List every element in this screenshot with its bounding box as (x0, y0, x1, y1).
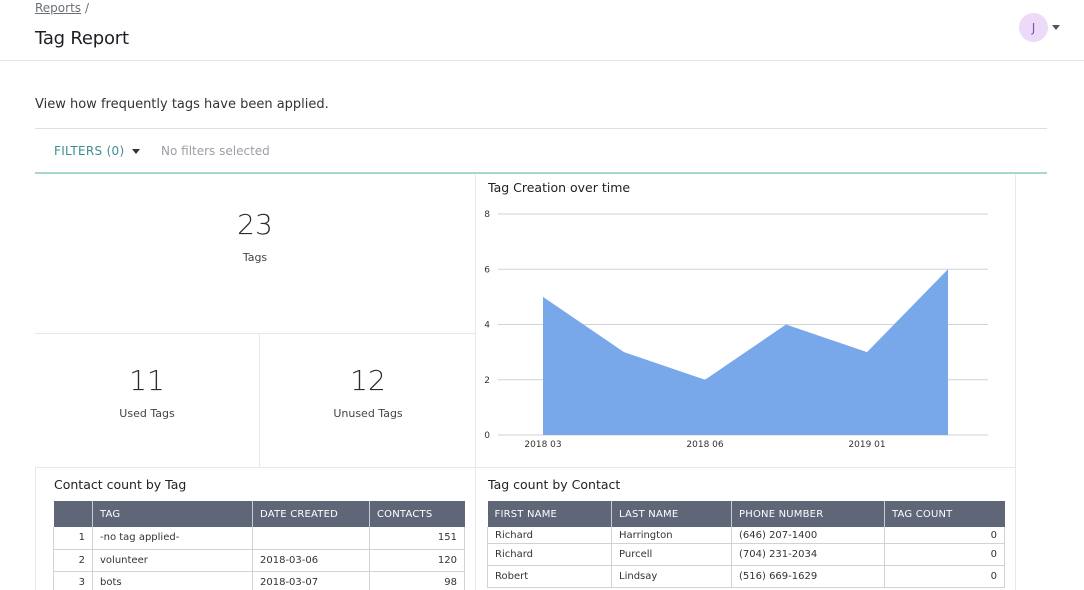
cell-last-name: Lindsay (611, 565, 732, 588)
cell-phone-number: (704) 231-2034 (731, 543, 885, 566)
y-tick-label: 0 (484, 431, 490, 441)
cell-first-name: Richard (487, 527, 612, 544)
page-title: Tag Report (35, 28, 129, 49)
cell-index: 2 (53, 549, 93, 572)
table-row[interactable]: 3 bots 2018-03-07 98 (53, 571, 465, 590)
y-tick-label: 8 (484, 210, 490, 220)
page-description: View how frequently tags have been appli… (35, 97, 329, 112)
panel-divider (259, 334, 260, 468)
stat-total-tags: 23 Tags (155, 208, 355, 264)
column-header-first-name[interactable]: FIRST NAME (487, 501, 612, 527)
panel-divider (35, 467, 1016, 468)
cell-first-name: Robert (487, 565, 612, 588)
cell-date-created (252, 527, 370, 550)
table-header-row: FIRST NAME LAST NAME PHONE NUMBER TAG CO… (487, 501, 1005, 527)
column-header-phone-number[interactable]: PHONE NUMBER (731, 501, 885, 527)
column-header-contacts[interactable]: CONTACTS (369, 501, 465, 527)
chevron-down-icon (132, 148, 141, 154)
tag-creation-chart: 0 2 4 6 8 2018 03 2018 06 2019 01 (484, 210, 988, 450)
panel-divider (1015, 174, 1016, 590)
tag-count-by-contact-title: Tag count by Contact (488, 477, 621, 492)
filters-dropdown-button[interactable]: FILTERS (0) (54, 144, 141, 158)
column-header-date-created[interactable]: DATE CREATED (252, 501, 370, 527)
cell-tag: volunteer (92, 549, 253, 572)
cell-tag-count: 0 (884, 565, 1005, 588)
cell-last-name: Purcell (611, 543, 732, 566)
chevron-down-icon[interactable] (1052, 25, 1060, 30)
filters-status: No filters selected (161, 144, 270, 158)
cell-last-name: Harrington (611, 527, 732, 544)
column-header-last-name[interactable]: LAST NAME (611, 501, 732, 527)
panel-divider (35, 333, 475, 334)
cell-index: 3 (53, 571, 93, 590)
table-row[interactable]: Robert Lindsay (516) 669-1629 0 (487, 565, 1005, 588)
stat-used-tags-label: Used Tags (119, 407, 175, 420)
y-tick-label: 2 (484, 376, 490, 386)
stat-used-tags-value: 11 (129, 364, 165, 397)
stat-used-tags: 11 Used Tags (47, 364, 247, 420)
cell-date-created: 2018-03-07 (252, 571, 370, 590)
cell-tag-count: 0 (884, 543, 1005, 566)
stat-unused-tags: 12 Unused Tags (268, 364, 468, 420)
column-header-index[interactable] (53, 501, 93, 527)
filters-divider-top (35, 128, 1047, 129)
filters-divider-bottom (35, 172, 1047, 174)
y-tick-label: 6 (484, 265, 490, 275)
contact-count-table-scroll[interactable]: TAG DATE CREATED CONTACTS 1 -no tag appl… (53, 501, 465, 590)
table-row[interactable]: Richard Harrington (646) 207-1400 0 (487, 527, 1005, 544)
cell-tag: bots (92, 571, 253, 590)
cell-contacts: 151 (369, 527, 465, 550)
table-row[interactable]: 1 -no tag applied- 151 (53, 527, 465, 550)
table-header-row: TAG DATE CREATED CONTACTS (53, 501, 465, 527)
x-tick-label: 2018 03 (524, 440, 561, 450)
breadcrumb-reports-link[interactable]: Reports (35, 1, 82, 15)
stat-unused-tags-value: 12 (350, 364, 386, 397)
cell-index: 1 (53, 527, 93, 550)
panel-divider (475, 174, 476, 590)
breadcrumb-separator: / (85, 1, 90, 15)
stat-unused-tags-label: Unused Tags (333, 407, 403, 420)
panel-divider (35, 468, 36, 590)
contact-count-by-tag-title: Contact count by Tag (54, 477, 187, 492)
header-divider (0, 60, 1084, 61)
filters-label: FILTERS (54, 144, 103, 158)
contact-count-table: TAG DATE CREATED CONTACTS 1 -no tag appl… (53, 501, 465, 590)
x-tick-label: 2019 01 (848, 440, 885, 450)
filters-count: (0) (106, 144, 125, 158)
cell-tag: -no tag applied- (92, 527, 253, 550)
chart-title: Tag Creation over time (488, 180, 631, 195)
cell-date-created: 2018-03-06 (252, 549, 370, 572)
stat-total-tags-label: Tags (242, 251, 268, 264)
table-row[interactable]: Richard Purcell (704) 231-2034 0 (487, 543, 1005, 566)
tag-count-table: FIRST NAME LAST NAME PHONE NUMBER TAG CO… (487, 501, 1005, 588)
stat-total-tags-value: 23 (237, 208, 273, 241)
y-tick-label: 4 (484, 321, 490, 331)
cell-first-name: Richard (487, 543, 612, 566)
cell-phone-number: (646) 207-1400 (731, 527, 885, 544)
column-header-tag-count[interactable]: TAG COUNT (884, 501, 1005, 527)
tag-count-table-scroll[interactable]: FIRST NAME LAST NAME PHONE NUMBER TAG CO… (487, 501, 1005, 590)
column-header-tag[interactable]: TAG (92, 501, 253, 527)
x-tick-label: 2018 06 (686, 440, 723, 450)
cell-tag-count: 0 (884, 527, 1005, 544)
area-series (543, 269, 948, 435)
table-row[interactable]: 2 volunteer 2018-03-06 120 (53, 549, 465, 572)
cell-contacts: 98 (369, 571, 465, 590)
breadcrumb: Reports / (35, 1, 89, 15)
cell-phone-number: (516) 669-1629 (731, 565, 885, 588)
cell-contacts: 120 (369, 549, 465, 572)
user-avatar[interactable]: J (1019, 13, 1048, 42)
